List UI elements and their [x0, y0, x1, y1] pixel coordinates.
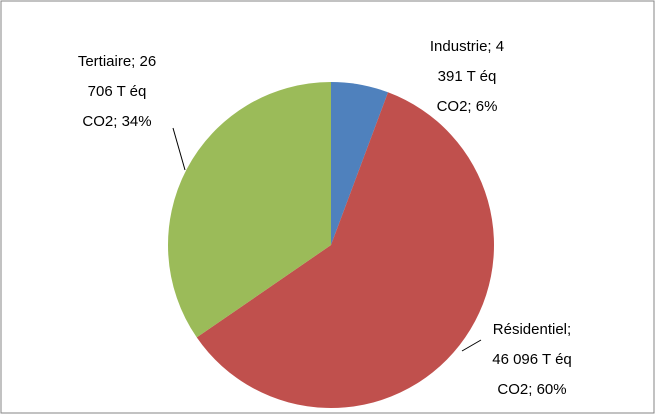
leader-line [461, 339, 482, 352]
pie-slice [331, 82, 389, 245]
leader-line [172, 127, 186, 171]
data-label: Tertiaire; 26 706 T éq CO2; 34% [77, 53, 157, 130]
pie-slice [196, 92, 495, 409]
data-label: Industrie; 4 391 T éq CO2; 6% [429, 38, 505, 115]
data-label: Résidentiel; 46 096 T éq CO2; 60% [492, 321, 572, 398]
pie-slice [167, 82, 331, 338]
